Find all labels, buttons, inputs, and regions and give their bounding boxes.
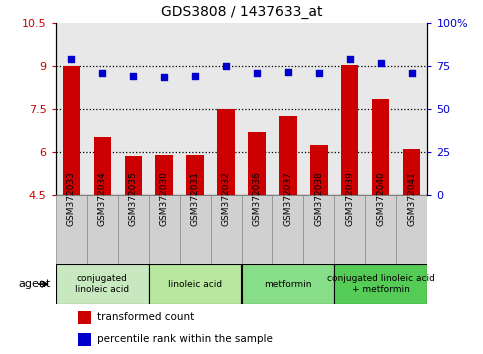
Text: GSM372034: GSM372034 (98, 171, 107, 226)
Point (98, 70, 106, 76)
Text: GSM372040: GSM372040 (376, 171, 385, 226)
Bar (280, 116, 297, 195)
Point (346, 56, 354, 62)
Text: transformed count: transformed count (97, 312, 195, 322)
Bar (186, 155, 203, 195)
Text: GSM372032: GSM372032 (222, 171, 230, 226)
Bar (94, 137, 111, 195)
Bar (397, 195, 427, 264)
Point (315, 70, 323, 76)
Bar (248, 132, 266, 195)
Bar (56, 195, 86, 264)
Bar (242, 264, 334, 304)
Bar (86, 195, 117, 264)
Text: GSM372036: GSM372036 (253, 171, 261, 226)
Bar (217, 109, 235, 195)
Point (408, 70, 416, 76)
Bar (180, 195, 211, 264)
Text: linoleic acid: linoleic acid (168, 280, 222, 289)
Bar (149, 195, 180, 264)
Text: agent: agent (18, 279, 51, 289)
Bar (311, 145, 327, 195)
Bar (366, 195, 397, 264)
Bar (78, 311, 91, 324)
Bar (125, 156, 142, 195)
Title: GDS3808 / 1437633_at: GDS3808 / 1437633_at (161, 5, 322, 19)
Bar (62, 66, 80, 195)
Text: metformin: metformin (264, 280, 312, 289)
Point (129, 73, 137, 79)
Point (377, 60, 385, 66)
Bar (149, 264, 242, 304)
Point (222, 63, 230, 69)
Bar (78, 333, 91, 346)
Text: conjugated
linoleic acid: conjugated linoleic acid (75, 274, 129, 294)
Point (191, 73, 199, 79)
Text: conjugated linoleic acid
+ metformin: conjugated linoleic acid + metformin (327, 274, 435, 294)
Bar (403, 149, 421, 195)
Point (160, 75, 168, 80)
Text: GSM372035: GSM372035 (128, 171, 138, 226)
Bar (372, 99, 389, 195)
Text: GSM372033: GSM372033 (67, 171, 75, 226)
Bar (272, 195, 303, 264)
Text: GSM372038: GSM372038 (314, 171, 324, 226)
Point (67, 56, 75, 62)
Bar (242, 195, 272, 264)
Bar (334, 195, 366, 264)
Text: GSM372039: GSM372039 (345, 171, 355, 226)
Bar (211, 195, 242, 264)
Text: GSM372041: GSM372041 (408, 171, 416, 226)
Text: GSM372030: GSM372030 (159, 171, 169, 226)
Bar (341, 64, 358, 195)
Text: GSM372031: GSM372031 (190, 171, 199, 226)
Point (284, 69, 292, 74)
Bar (156, 155, 172, 195)
Bar (117, 195, 149, 264)
Bar (334, 264, 427, 304)
Bar (56, 264, 149, 304)
Text: percentile rank within the sample: percentile rank within the sample (97, 335, 273, 344)
Bar (303, 195, 334, 264)
Point (253, 70, 261, 76)
Text: GSM372037: GSM372037 (284, 171, 293, 226)
